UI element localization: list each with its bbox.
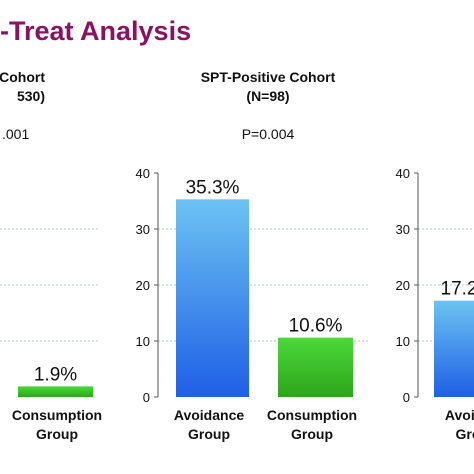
panel-1-tick-label: 10	[136, 334, 150, 349]
panel-2-tick-label: 30	[396, 222, 410, 237]
panel-1-header-line-1: (N=98)	[246, 88, 289, 104]
panel-2-tick-label: 10	[396, 334, 410, 349]
panel-1-data-label-1: 10.6%	[289, 316, 343, 337]
panel-1-category-label-1: Consumption	[267, 407, 357, 423]
panel-2-tick-label: 20	[396, 278, 410, 293]
panel-0-category-label-0: Consumption	[12, 407, 102, 423]
panel-0-header-line-0: tive Cohort	[0, 69, 45, 85]
panel-0-bar-0	[18, 386, 93, 397]
panel-2-category-label-0: Avoida	[445, 407, 474, 423]
panel-2-category-label-0: Gro	[456, 426, 474, 442]
panel-2-tick-label: 0	[403, 390, 410, 405]
panel-1-header-line-0: SPT-Positive Cohort	[201, 69, 336, 85]
panel-1-tick-label: 0	[143, 390, 150, 405]
panel-2-tick-label: 40	[396, 166, 410, 181]
panel-1-tick-label: 40	[136, 166, 150, 181]
panel-2-data-label-0: 17.2	[441, 279, 474, 300]
panel-1-category-label-0: Group	[188, 426, 230, 442]
panel-1-p-value: P=0.004	[242, 126, 295, 142]
panel-1-bar-0	[176, 199, 249, 397]
panel-1-tick-label: 30	[136, 222, 150, 237]
panel-1-data-label-0: 35.3%	[186, 177, 240, 198]
panel-0-header-line-1: 530)	[17, 88, 45, 104]
panel-0-data-label-0: 1.9%	[34, 364, 77, 385]
panel-1-bar-1	[278, 337, 353, 397]
panel-0-p-value: .001	[2, 126, 29, 142]
panel-0-category-label-0: Group	[36, 426, 78, 442]
panel-1-category-label-1: Group	[291, 426, 333, 442]
panel-2-bar-0	[434, 300, 474, 397]
panel-1-tick-label: 20	[136, 278, 150, 293]
panel-1-category-label-0: Avoidance	[174, 407, 244, 423]
page-title: -Treat Analysis	[0, 16, 192, 46]
